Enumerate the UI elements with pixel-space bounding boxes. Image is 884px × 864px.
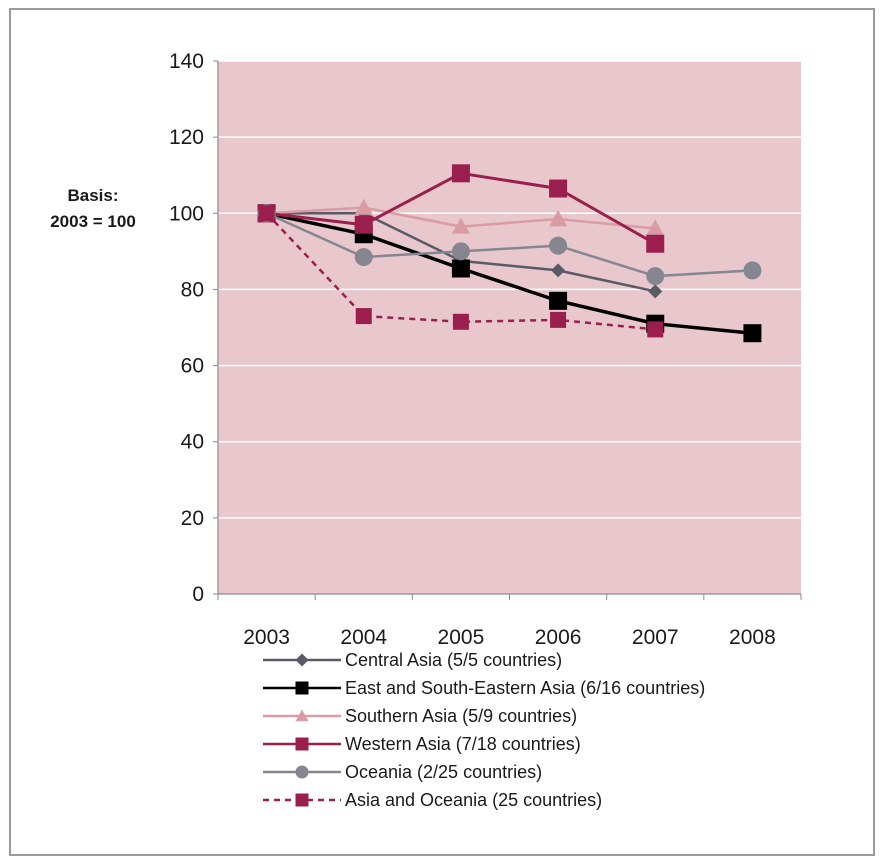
legend-marker-0 [295,653,309,667]
data-point-5-4 [647,321,664,338]
legend-label-4: Oceania (2/25 countries) [345,762,542,782]
data-point-4-1 [354,248,373,267]
legend-marker-3 [295,737,309,751]
data-point-2-1 [354,198,373,215]
data-point-3-1 [354,215,373,234]
plot-area [218,61,801,594]
y-tick-label: 0 [192,583,204,606]
chart-frame: 0 20 40 60 80 100 120 140 2003 2004 2005 2006 2007 20… [9,8,875,856]
data-point-5-3 [550,311,567,328]
data-point-3-4 [646,234,665,253]
data-point-4-2 [451,242,470,261]
data-point-1-3 [549,291,568,310]
series-line-4 [266,212,753,278]
data-point-1-5 [743,324,762,343]
y-tick-label: 120 [169,126,204,149]
x-tick-label: 2005 [438,626,485,649]
x-tick-label: 2008 [729,626,776,649]
legend-marker-1 [295,681,309,695]
data-point-2-4 [646,219,665,236]
data-point-0-4 [648,284,663,299]
data-point-4-5 [743,261,762,280]
legend-marker-2 [295,709,309,722]
data-point-3-2 [451,164,470,183]
legend-label-3: Western Asia (7/18 countries) [345,734,581,754]
x-tick-label: 2004 [340,626,387,649]
x-tick-label: 2006 [535,626,582,649]
y-tick-label: 80 [181,278,204,301]
legend-label-2: Southern Asia (5/9 countries) [345,706,577,726]
y-tick-label: 100 [169,202,204,225]
data-point-4-4 [646,267,665,286]
x-tick-label: 2007 [632,626,679,649]
y-axis-label: 2003 = 100 [50,212,136,231]
data-point-5-2 [452,313,469,330]
data-point-2-3 [549,209,568,227]
data-point-1-2 [451,259,470,278]
legend-label-0: Central Asia (5/5 countries) [345,650,562,670]
y-tick-label: 140 [169,50,204,73]
y-tick-label: 20 [181,507,204,530]
legend-label-1: East and South-Eastern Asia (6/16 countr… [345,678,705,698]
y-tick-label: 60 [181,355,204,378]
data-point-3-3 [549,179,568,198]
data-point-4-3 [549,236,568,255]
legend-label-5: Asia and Oceania (25 countries) [345,790,602,810]
data-point-2-2 [451,217,470,234]
series-line-5 [265,212,656,331]
series-line-1 [266,211,753,335]
legend-marker-4 [295,765,309,779]
data-point-5-1 [355,308,372,325]
y-tick-label: 40 [181,431,204,454]
data-point-5-0 [258,205,275,222]
line-chart: 0 20 40 60 80 100 120 140 2003 2004 2005 2006 2007 20… [50,50,802,810]
data-point-0-3 [551,263,566,278]
y-axis-label: Basis: [67,186,118,205]
x-tick-label: 2003 [243,626,290,649]
legend-marker-5 [295,793,309,807]
